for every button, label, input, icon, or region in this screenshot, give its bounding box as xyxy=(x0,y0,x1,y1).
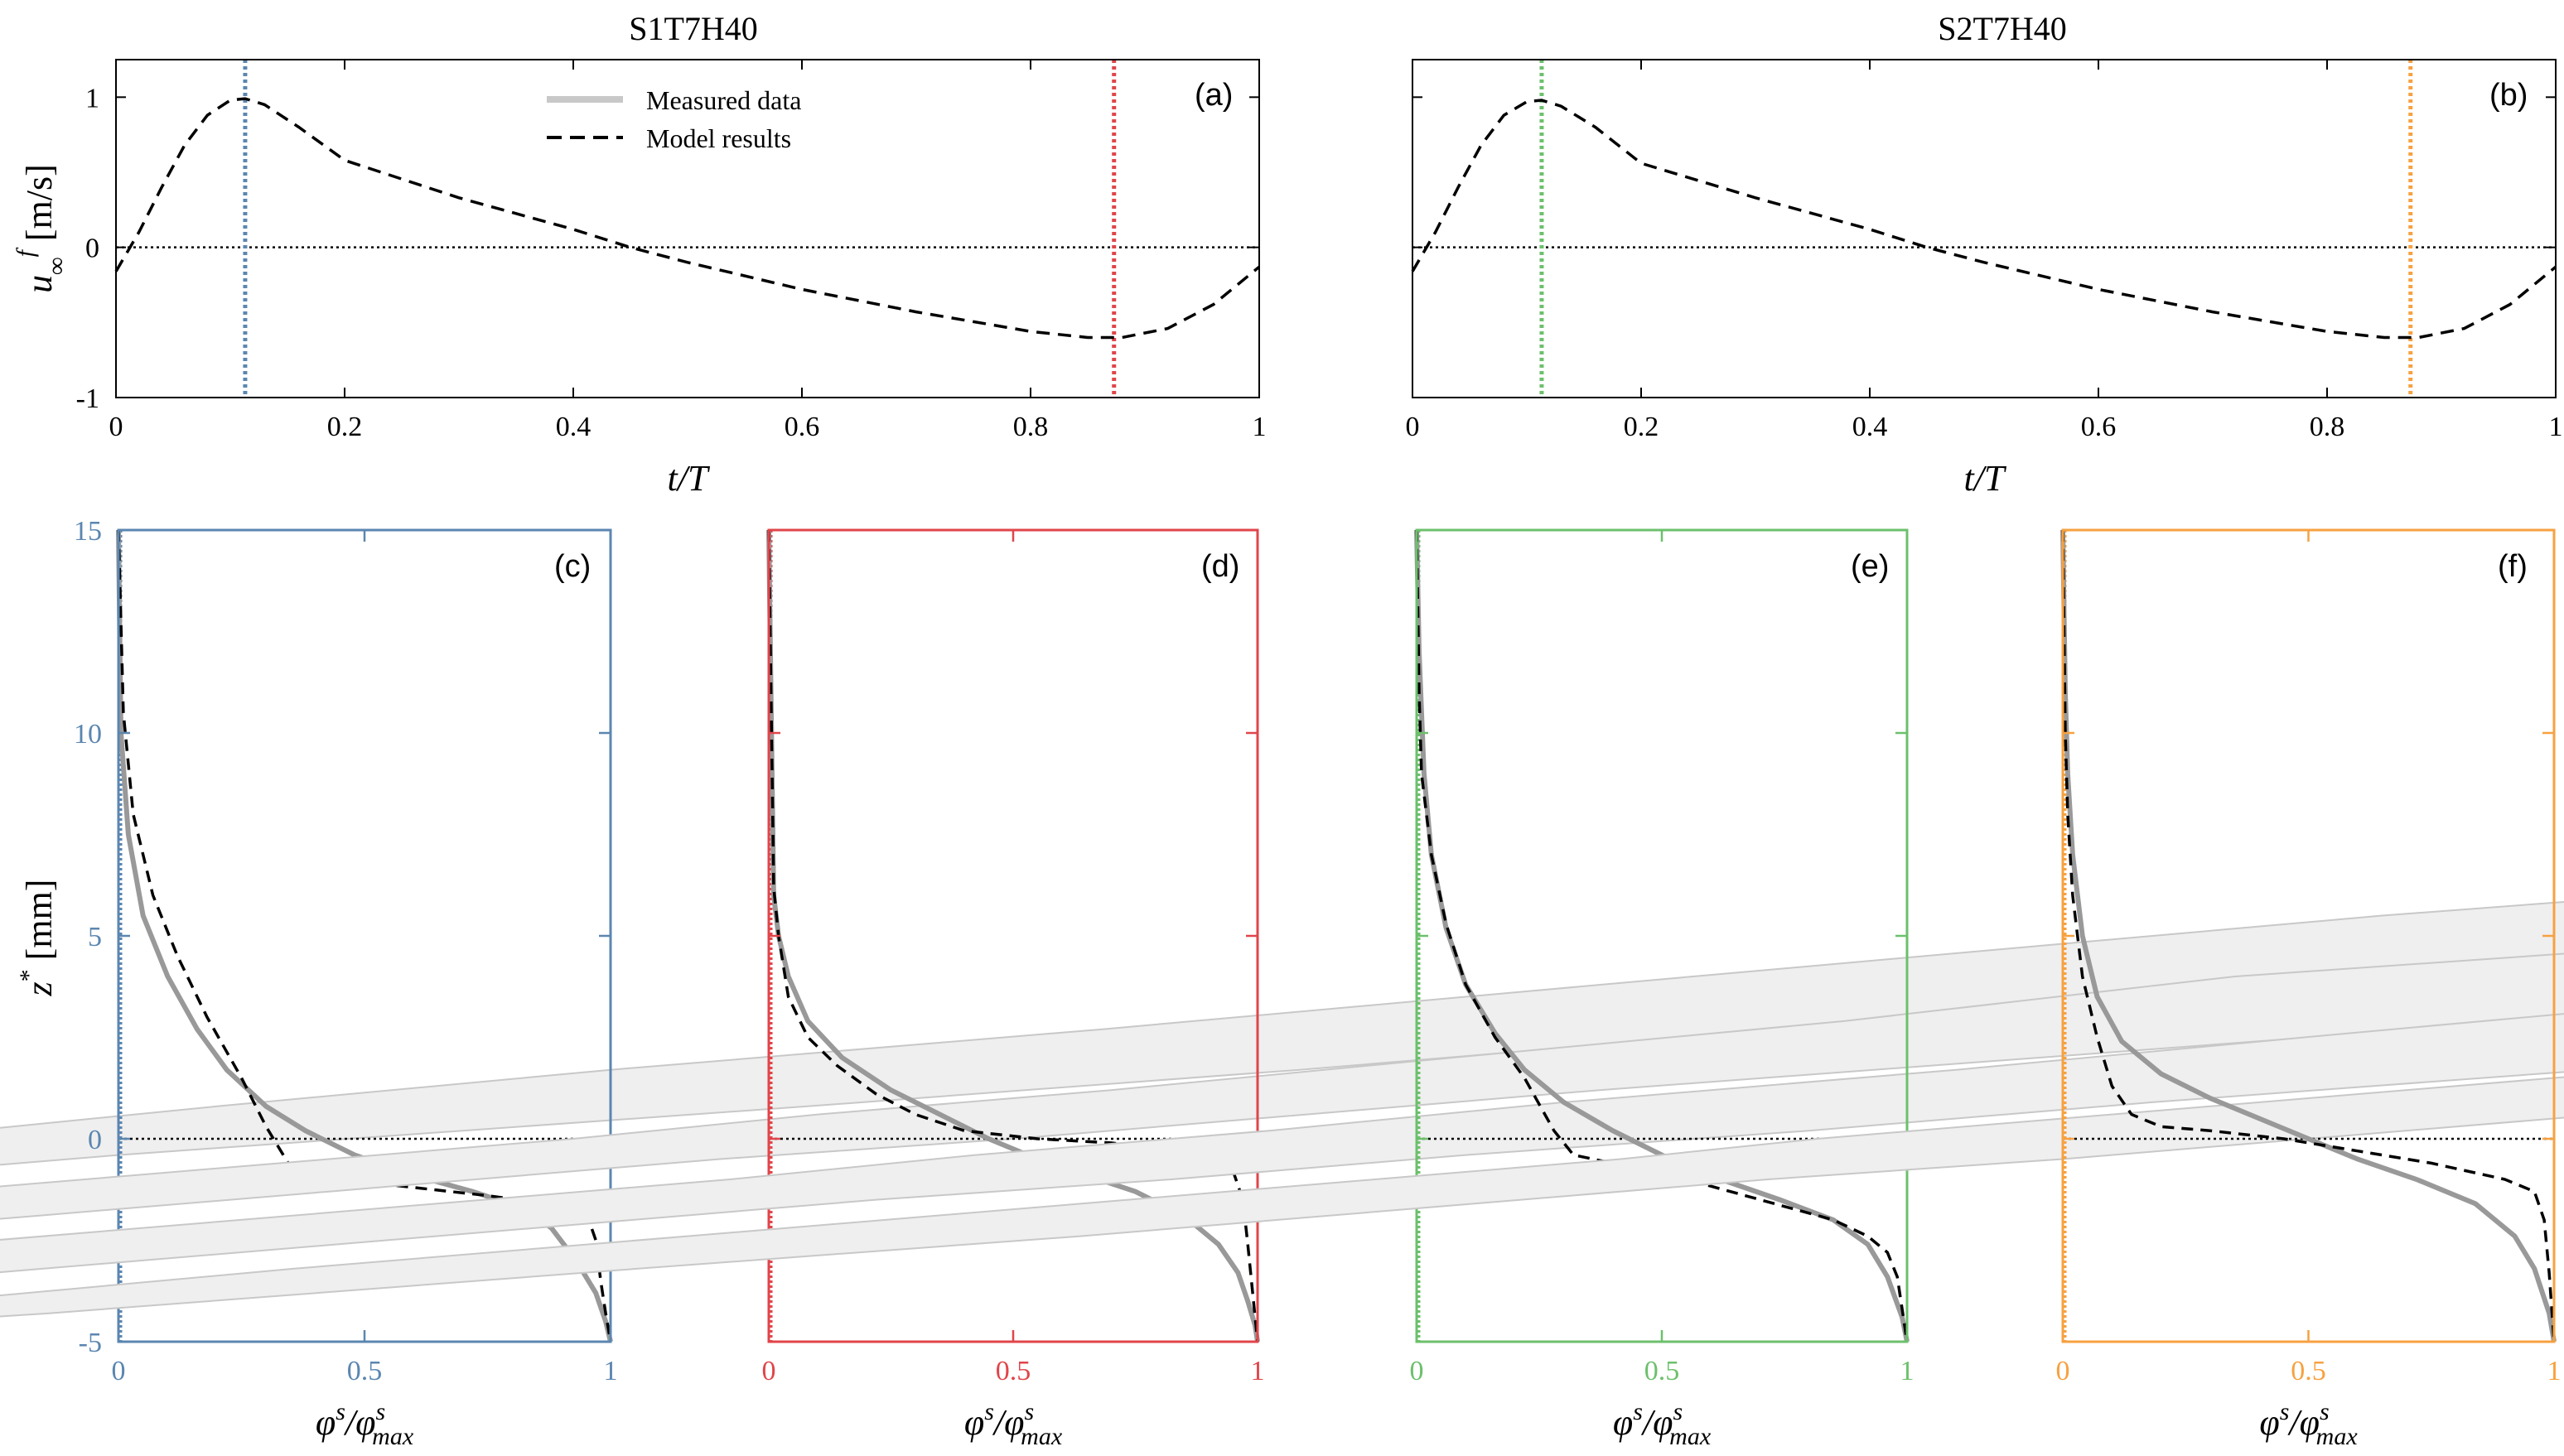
xtick-label-c-1: 0.5 xyxy=(347,1356,383,1386)
xtick-label-d-1: 0.5 xyxy=(996,1356,1031,1386)
xtick-label-d-2: 1 xyxy=(1251,1356,1265,1386)
xtick-label-b-5: 1 xyxy=(2549,412,2563,442)
ytick-label-c-1: 0 xyxy=(88,1125,102,1155)
model-line-c xyxy=(117,529,612,1343)
title-a: S1T7H40 xyxy=(629,10,758,47)
panel-label-f: (f) xyxy=(2498,549,2528,584)
xlabel-d: φs/φs max xyxy=(964,1398,1063,1450)
panel-label-a: (a) xyxy=(1195,78,1233,113)
xlabel-b: t/T xyxy=(1964,458,2007,499)
panel-b: 0 0.2 0.4 0.6 0.8 1 (b) t/T xyxy=(1406,59,2563,499)
panel-f: 0 0.5 1 (f) φs/φs max xyxy=(0,528,2564,1450)
legend-model-label: Model results xyxy=(646,123,791,153)
ytick-label-a-2: 1 xyxy=(85,83,99,113)
panel-label-d: (d) xyxy=(1201,549,1239,584)
xtick-label-b-2: 0.4 xyxy=(1852,412,1888,442)
measured-line-f xyxy=(2060,529,2557,1343)
ytick-label-a-1: 0 xyxy=(85,234,99,264)
xtick-label-b-0: 0 xyxy=(1406,412,1420,442)
ytick-label-c-3: 10 xyxy=(74,719,102,750)
xtick-label-c-2: 1 xyxy=(604,1356,618,1386)
xlabel-a: t/T xyxy=(668,458,711,499)
panel-a-ticks: 0 0.2 0.4 0.6 0.8 1 -1 0 1 xyxy=(76,60,1267,442)
xlabel-f: φs/φs max xyxy=(2259,1398,2358,1450)
xlabel-c: φs/φs max xyxy=(316,1398,414,1450)
panel-label-e: (e) xyxy=(1851,549,1889,584)
xtick-label-c-0: 0 xyxy=(112,1356,126,1386)
xtick-label-a-0: 0 xyxy=(109,412,123,442)
ytick-label-c-0: -5 xyxy=(79,1328,102,1358)
axes-box-a xyxy=(115,59,1260,398)
xtick-label-d-0: 0 xyxy=(762,1356,776,1386)
panel-b-series xyxy=(1411,60,2557,398)
ylabel-c: z* [mm] xyxy=(15,880,60,997)
measured-line-d xyxy=(766,529,1260,1343)
ytick-label-a-0: -1 xyxy=(76,383,99,414)
band-e xyxy=(0,1013,2564,1274)
legend-measured-label: Measured data xyxy=(646,85,801,115)
ytick-label-c-2: 5 xyxy=(88,922,102,952)
xtick-label-b-1: 0.2 xyxy=(1624,412,1659,442)
xtick-label-f-1: 0.5 xyxy=(2291,1356,2326,1386)
xlabel-e: φs/φs max xyxy=(1613,1398,1712,1450)
ytick-label-c-4: 15 xyxy=(74,516,102,547)
xtick-label-a-4: 0.8 xyxy=(1013,412,1049,442)
model-line-e xyxy=(1415,529,1909,1343)
panel-a: 0 0.2 0.4 0.6 0.8 1 -1 0 1 (a) Measured data Mod… xyxy=(12,59,1267,499)
legend: Measured data Model results xyxy=(547,85,801,153)
model-line-f xyxy=(2061,529,2556,1343)
xtick-label-b-3: 0.6 xyxy=(2081,412,2117,442)
ylabel-a: u∞f [m/s] xyxy=(12,164,70,293)
xtick-label-a-5: 1 xyxy=(1253,412,1267,442)
model-line-b xyxy=(1411,99,2557,340)
xtick-label-f-0: 0 xyxy=(2056,1356,2070,1386)
panel-label-b: (b) xyxy=(2489,78,2528,113)
xtick-label-a-2: 0.4 xyxy=(556,412,592,442)
xtick-label-a-3: 0.6 xyxy=(785,412,820,442)
panel-label-c: (c) xyxy=(554,549,591,584)
xtick-label-f-2: 1 xyxy=(2547,1356,2562,1386)
panel-b-ticks: 0 0.2 0.4 0.6 0.8 1 xyxy=(1406,60,2563,442)
xtick-label-e-0: 0 xyxy=(1410,1356,1424,1386)
axes-box-b xyxy=(1412,59,2557,398)
model-line-a xyxy=(114,97,1261,340)
xtick-label-e-2: 1 xyxy=(1900,1356,1915,1386)
xtick-label-e-1: 0.5 xyxy=(1644,1356,1680,1386)
band-f xyxy=(0,1076,2564,1318)
panel-a-series xyxy=(114,60,1261,398)
band-d xyxy=(0,952,2564,1220)
xtick-label-b-4: 0.8 xyxy=(2310,412,2345,442)
xtick-label-a-1: 0.2 xyxy=(327,412,363,442)
panel-e: 0 0.5 1 (e) φs/φs max xyxy=(0,528,2564,1450)
title-b: S2T7H40 xyxy=(1938,10,2067,47)
